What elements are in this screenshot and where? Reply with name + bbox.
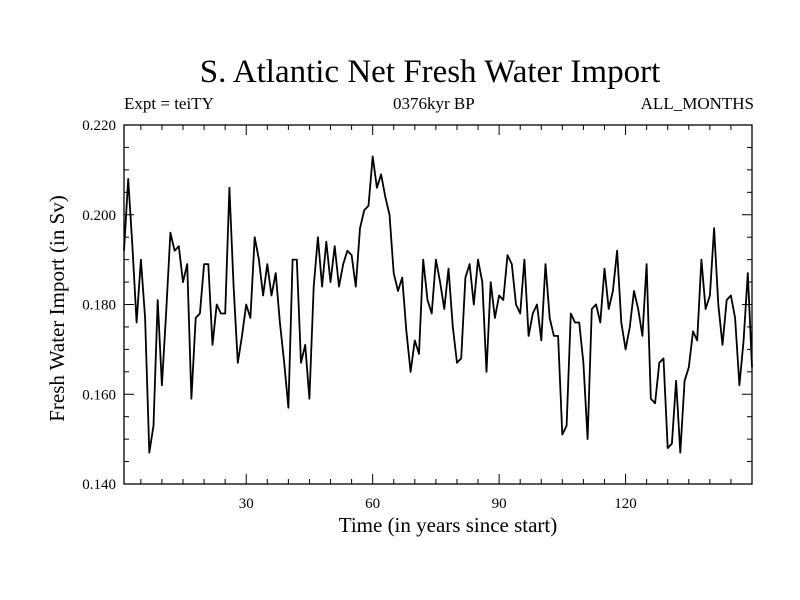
period-label: 0376kyr BP (393, 94, 475, 113)
plot-frame (123, 124, 753, 485)
x-tick-label: 90 (492, 496, 507, 512)
y-tick-label: 0.180 (82, 298, 116, 314)
x-tick-label: 60 (365, 496, 380, 512)
y-tick-label: 0.220 (82, 118, 116, 134)
chart-title: S. Atlantic Net Fresh Water Import (199, 54, 661, 90)
y-tick-label: 0.140 (82, 477, 116, 493)
y-tick-label: 0.200 (82, 208, 116, 224)
x-axis-title: Time (in years since start) (339, 513, 558, 537)
series-line (123, 155, 753, 454)
y-tick-label: 0.160 (82, 387, 116, 403)
experiment-label: Expt = teiTY (124, 94, 214, 113)
months-label: ALL_MONTHS (640, 94, 754, 113)
x-tick-label: 120 (614, 496, 637, 512)
x-tick-label: 30 (239, 496, 254, 512)
y-axis-title: Fresh Water Import (in Sv) (45, 195, 69, 422)
